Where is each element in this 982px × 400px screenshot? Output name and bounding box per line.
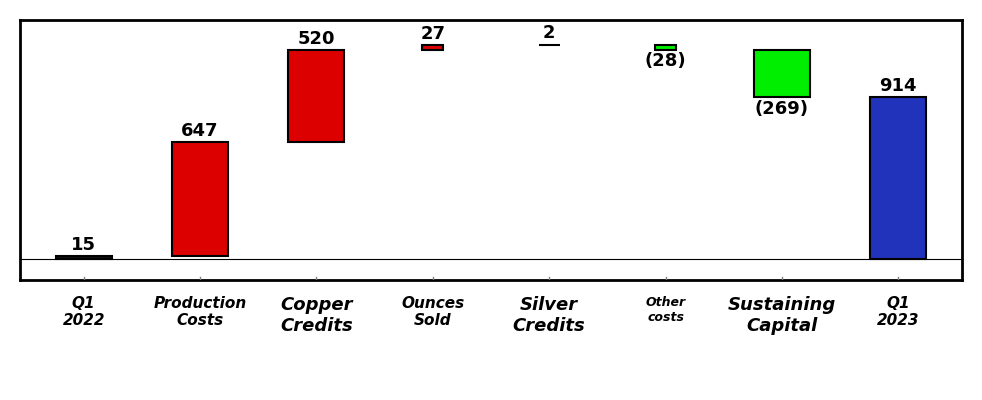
Bar [754,50,810,97]
Text: Copper
Credits: Copper Credits [280,296,353,335]
Text: Other
costs: Other costs [645,296,685,324]
Bar [870,97,926,259]
Bar [422,45,443,50]
Text: Production
Costs: Production Costs [153,296,246,328]
Bar [56,256,112,259]
Text: 914: 914 [880,77,917,95]
Text: (269): (269) [755,100,809,118]
Text: 647: 647 [182,122,219,140]
Text: Sustaining
Capital: Sustaining Capital [728,296,836,335]
Text: (28): (28) [645,52,686,70]
Text: Silver
Credits: Silver Credits [513,296,585,335]
Text: 520: 520 [298,30,335,48]
Bar [289,50,345,142]
Text: 2: 2 [543,24,556,42]
Text: 15: 15 [71,236,96,254]
Text: Q1
2022: Q1 2022 [63,296,105,328]
Text: Ounces
Sold: Ounces Sold [402,296,464,328]
Text: Q1
2023: Q1 2023 [877,296,919,328]
Bar [172,142,228,256]
Bar [655,44,676,50]
Text: 27: 27 [420,25,445,43]
